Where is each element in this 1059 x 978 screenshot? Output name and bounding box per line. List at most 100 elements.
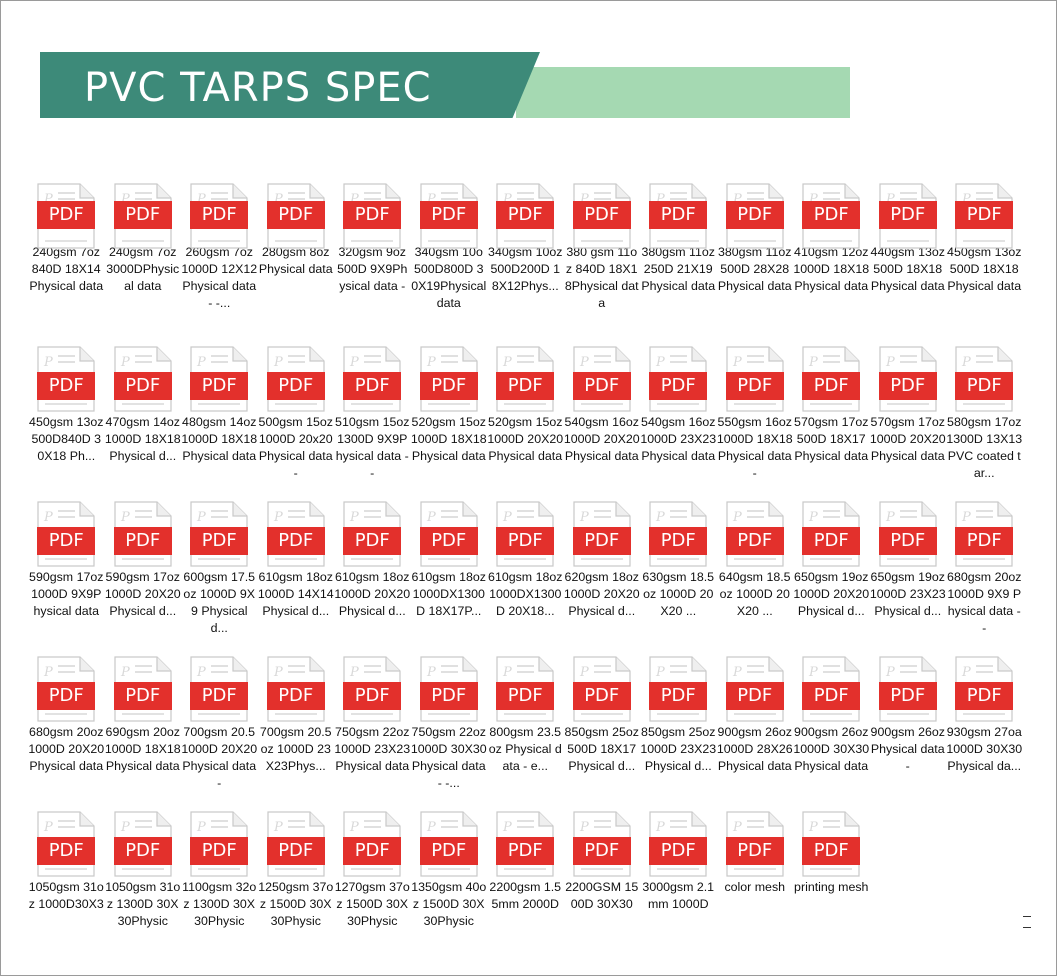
pdf-file-item[interactable]: P PDF 380gsm 11oz 250D 21X19Physical dat… bbox=[640, 183, 717, 338]
pdf-file-item[interactable]: P PDF 1050gsm 31oz 1300D 30X30Physic bbox=[105, 803, 182, 958]
pdf-file-item[interactable]: P PDF 1350gsm 40oz 1500D 30X30Physic bbox=[411, 803, 488, 958]
pdf-badge: PDF bbox=[802, 682, 861, 710]
pdf-file-item[interactable]: P PDF 650gsm 19oz 1000D 23X23 Physical d… bbox=[870, 493, 947, 648]
pdf-file-item[interactable]: P PDF 750gsm 22oz 1000D 30X30Physical da… bbox=[411, 648, 488, 803]
pdf-file-item[interactable]: P PDF 2200gsm 1.55mm 2000D bbox=[487, 803, 564, 958]
pdf-file-item[interactable]: P PDF 680gsm 20oz 1000D 20X20Physical da… bbox=[28, 648, 105, 803]
pdf-file-icon: P PDF bbox=[572, 183, 631, 249]
pdf-file-item[interactable]: P PDF 600gsm 17.5oz 1000D 9X9 Physical d… bbox=[181, 493, 258, 648]
svg-text:P: P bbox=[43, 820, 53, 835]
pdf-file-item[interactable]: P PDF 470gsm 14oz 1000D 18X18 Physical d… bbox=[105, 338, 182, 493]
pdf-file-item[interactable]: P PDF 280gsm 8oz Physical data bbox=[258, 183, 335, 338]
pdf-file-item[interactable]: P PDF 690gsm 20oz 1000D 18X18Physical da… bbox=[105, 648, 182, 803]
pdf-file-item[interactable]: P PDF 450gsm 13oz 500D 18X18Physical dat… bbox=[946, 183, 1023, 338]
pdf-file-item[interactable]: P PDF 240gsm 7oz 3000DPhysical data bbox=[105, 183, 182, 338]
pdf-file-icon: P PDF bbox=[572, 656, 631, 722]
pdf-file-item[interactable]: P PDF color mesh bbox=[717, 803, 794, 958]
pdf-badge: PDF bbox=[955, 201, 1014, 229]
pdf-file-icon: P PDF bbox=[878, 501, 937, 567]
pdf-badge: PDF bbox=[572, 201, 631, 229]
pdf-file-item[interactable]: P PDF 500gsm 15oz 1000D 20x20Physical da… bbox=[258, 338, 335, 493]
pdf-file-item[interactable]: P PDF 520gsm 15oz 1000D 18X18Physical da… bbox=[411, 338, 488, 493]
pdf-file-item[interactable]: P PDF 750gsm 22oz 1000D 23X23Physical da… bbox=[334, 648, 411, 803]
svg-text:P: P bbox=[808, 192, 818, 207]
pdf-file-item[interactable]: P PDF 700gsm 20.5 1000D 20X20Physical da… bbox=[181, 648, 258, 803]
pdf-file-item[interactable]: P PDF 380gsm 11oz 500D 28X28Physical dat… bbox=[717, 183, 794, 338]
pdf-file-item[interactable]: P PDF 580gsm 17oz 1300D 13X13 PVC coated… bbox=[946, 338, 1023, 493]
pdf-file-item[interactable]: P PDF 380 gsm 11oz 840D 18X18Physical da… bbox=[564, 183, 641, 338]
pdf-file-item[interactable]: P PDF 700gsm 20.5oz 1000D 23X23Phys... bbox=[258, 648, 335, 803]
pdf-file-item[interactable]: P PDF 570gsm 17oz 1000D 20X20Physical da… bbox=[870, 338, 947, 493]
svg-text:P: P bbox=[579, 820, 589, 835]
pdf-file-item[interactable]: P PDF 240gsm 7oz 840D 18X14 Physical dat… bbox=[28, 183, 105, 338]
svg-text:P: P bbox=[655, 820, 665, 835]
pdf-file-item[interactable]: P PDF 480gsm 14oz 1000D 18X18Physical da… bbox=[181, 338, 258, 493]
svg-text:P: P bbox=[273, 192, 283, 207]
svg-text:P: P bbox=[808, 665, 818, 680]
pdf-file-item[interactable]: P PDF 610gsm 18oz 1000DX1300D 20X18... bbox=[487, 493, 564, 648]
svg-text:P: P bbox=[885, 355, 895, 370]
pdf-file-item[interactable]: P PDF 850gsm 25oz 500D 18X17 Physical d.… bbox=[564, 648, 641, 803]
pdf-file-icon: P PDF bbox=[343, 656, 402, 722]
pdf-file-item[interactable]: P PDF 640gsm 18.5oz 1000D 20X20 ... bbox=[717, 493, 794, 648]
pdf-file-item[interactable]: P PDF 610gsm 18oz 1000D 14X14 Physical d… bbox=[258, 493, 335, 648]
pdf-file-icon: P PDF bbox=[113, 346, 172, 412]
pdf-file-item[interactable]: P PDF 320gsm 9oz 500D 9X9Physical data - bbox=[334, 183, 411, 338]
svg-text:P: P bbox=[196, 820, 206, 835]
svg-text:P: P bbox=[885, 510, 895, 525]
pdf-file-item[interactable]: P PDF 260gsm 7oz 1000D 12X12Physical dat… bbox=[181, 183, 258, 338]
file-name-label: 340gsm 10oz 500D200D 18X12Phys... bbox=[488, 245, 563, 293]
pdf-badge: PDF bbox=[649, 527, 708, 555]
pdf-file-item[interactable]: P PDF 510gsm 15oz 1300D 9X9Physical data… bbox=[334, 338, 411, 493]
pdf-file-item[interactable]: P PDF 610gsm 18oz 1000D 20X20 Physical d… bbox=[334, 493, 411, 648]
svg-text:P: P bbox=[349, 192, 359, 207]
pdf-file-item[interactable]: P PDF printing mesh bbox=[793, 803, 870, 958]
file-name-label: 440gsm 13oz 500D 18X18Physical data bbox=[870, 245, 945, 293]
pdf-file-icon: P PDF bbox=[802, 183, 861, 249]
pdf-file-icon: P PDF bbox=[649, 183, 708, 249]
pdf-file-item[interactable]: P PDF 800gsm 23.5oz Physical data - e... bbox=[487, 648, 564, 803]
pdf-file-item[interactable]: P PDF 630gsm 18.5oz 1000D 20X20 ... bbox=[640, 493, 717, 648]
pdf-file-item[interactable]: P PDF 900gsm 26oz 1000D 28X26Physical da… bbox=[717, 648, 794, 803]
file-name-label: 690gsm 20oz 1000D 18X18Physical data bbox=[104, 725, 181, 773]
pdf-file-item[interactable]: P PDF 930gsm 27oa 1000D 30X30 Physical d… bbox=[946, 648, 1023, 803]
file-name-label: 850gsm 25oz 500D 18X17 Physical d... bbox=[564, 725, 639, 773]
pdf-file-item[interactable]: P PDF 1270gsm 37oz 1500D 30X30Physic bbox=[334, 803, 411, 958]
pdf-file-item[interactable]: P PDF 590gsm 17oz 1000D 20X20 Physical d… bbox=[105, 493, 182, 648]
pdf-file-item[interactable]: P PDF 1050gsm 31oz 1000D30X3 bbox=[28, 803, 105, 958]
pdf-file-item[interactable]: P PDF 340gsm 10oz 500D200D 18X12Phys... bbox=[487, 183, 564, 338]
pdf-file-item[interactable]: P PDF 900gsm 26oz 1000D 30X30Physical da… bbox=[793, 648, 870, 803]
pdf-badge: PDF bbox=[878, 201, 937, 229]
pdf-file-item[interactable]: P PDF 2200GSM 1500D 30X30 bbox=[564, 803, 641, 958]
pdf-file-item[interactable]: P PDF 610gsm 18oz 1000DX1300D 18X17P... bbox=[411, 493, 488, 648]
pdf-file-item[interactable]: P PDF 1100gsm 32oz 1300D 30X30Physic bbox=[181, 803, 258, 958]
pdf-file-item[interactable]: P PDF 1250gsm 37oz 1500D 30X30Physic bbox=[258, 803, 335, 958]
svg-text:P: P bbox=[579, 192, 589, 207]
pdf-file-item[interactable]: P PDF 440gsm 13oz 500D 18X18Physical dat… bbox=[870, 183, 947, 338]
svg-text:P: P bbox=[885, 665, 895, 680]
pdf-file-item[interactable]: P PDF 590gsm 17oz 1000D 9X9Physical data bbox=[28, 493, 105, 648]
pdf-file-item[interactable]: P PDF 680gsm 20oz 1000D 9X9 Physical dat… bbox=[946, 493, 1023, 648]
page-title: PVC TARPS SPEC bbox=[84, 65, 432, 111]
pdf-file-item[interactable]: P PDF 850gsm 25oz 1000D 23X23 Physical d… bbox=[640, 648, 717, 803]
pdf-file-item[interactable]: P PDF 620gsm 18oz 1000D 20X20 Physical d… bbox=[564, 493, 641, 648]
svg-text:P: P bbox=[273, 665, 283, 680]
pdf-file-item[interactable]: P PDF 900gsm 26oz Physical data - bbox=[870, 648, 947, 803]
pdf-file-item[interactable]: P PDF 550gsm 16oz 1000D 18X18Physical da… bbox=[717, 338, 794, 493]
pdf-file-item[interactable]: P PDF 540gsm 16oz 1000D 23X23Physical da… bbox=[640, 338, 717, 493]
pdf-file-item[interactable]: P PDF 570gsm 17oz 500D 18X17Physical dat… bbox=[793, 338, 870, 493]
svg-text:P: P bbox=[120, 355, 130, 370]
pdf-file-item[interactable]: P PDF 520gsm 15oz 1000D 20X20Physical da… bbox=[487, 338, 564, 493]
pdf-file-icon: P PDF bbox=[190, 183, 249, 249]
svg-text:P: P bbox=[273, 820, 283, 835]
pdf-file-icon: P PDF bbox=[649, 656, 708, 722]
svg-text:P: P bbox=[349, 510, 359, 525]
pdf-file-item[interactable]: P PDF 650gsm 19oz 1000D 20X20 Physical d… bbox=[793, 493, 870, 648]
pdf-file-item[interactable]: P PDF 450gsm 13oz 500D840D 30X18 Ph... bbox=[28, 338, 105, 493]
pdf-file-item[interactable]: P PDF 540gsm 16oz 1000D 20X20Physical da… bbox=[564, 338, 641, 493]
pdf-file-item[interactable]: P PDF 410gsm 12oz 1000D 18X18Physical da… bbox=[793, 183, 870, 338]
svg-text:P: P bbox=[579, 510, 589, 525]
pdf-file-item[interactable]: P PDF 340gsm 10o 500D800D 30X19Physical … bbox=[411, 183, 488, 338]
file-name-label: 850gsm 25oz 1000D 23X23 Physical d... bbox=[640, 725, 717, 773]
pdf-file-item[interactable]: P PDF 3000gsm 2.1mm 1000D bbox=[640, 803, 717, 958]
